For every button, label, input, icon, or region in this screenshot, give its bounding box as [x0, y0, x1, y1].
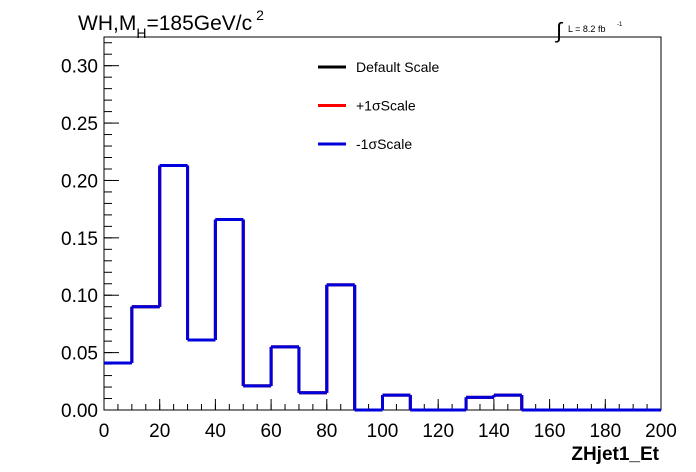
legend-label: -1σScale	[356, 136, 412, 152]
y-tick-label: 0.15	[61, 229, 98, 250]
y-tick-label: 0.10	[61, 286, 98, 307]
legend: Default Scale +1σScale -1σScale	[318, 59, 439, 152]
series-layer	[104, 164, 661, 412]
x-tick-label: 200	[645, 421, 677, 442]
x-tick-label: 160	[534, 421, 566, 442]
x-tick-label: 100	[367, 421, 399, 442]
integral-sign: ∫	[554, 18, 564, 43]
x-axis: 0 20 40 60 80 100 120 140 160 180 200	[99, 399, 677, 442]
x-tick-label: 40	[205, 421, 226, 442]
title-rest: =185GeV/c	[146, 12, 252, 35]
y-tick-label: 0.25	[61, 114, 98, 135]
y-tick-label: 0.00	[61, 401, 98, 422]
title-superscript: 2	[256, 7, 264, 23]
legend-label: Default Scale	[356, 59, 439, 75]
x-axis-label: ZHjet1_Et	[571, 444, 659, 465]
x-tick-label: 60	[261, 421, 282, 442]
lumi-label: ∫ L = 8.2 fb -1	[554, 18, 623, 43]
x-tick-label: 0	[99, 421, 110, 442]
lumi-text: L = 8.2 fb	[568, 24, 605, 34]
x-tick-label: 140	[478, 421, 510, 442]
title-main: WH,M	[78, 12, 136, 35]
y-axis: 0.00 0.05 0.10 0.15 0.20 0.25 0.30	[61, 42, 119, 422]
legend-label: +1σScale	[356, 98, 416, 114]
x-tick-label: 120	[422, 421, 454, 442]
series-2	[104, 164, 661, 412]
x-tick-label: 20	[149, 421, 170, 442]
title-subscript: H	[136, 25, 146, 41]
chart-title: WH,MH=185GeV/c 2	[78, 7, 264, 41]
x-tick-label: 80	[316, 421, 337, 442]
y-tick-label: 0.20	[61, 171, 98, 192]
y-tick-label: 0.05	[61, 344, 98, 365]
lumi-superscript: -1	[617, 22, 623, 28]
y-tick-label: 0.30	[61, 57, 98, 78]
x-tick-label: 180	[589, 421, 621, 442]
